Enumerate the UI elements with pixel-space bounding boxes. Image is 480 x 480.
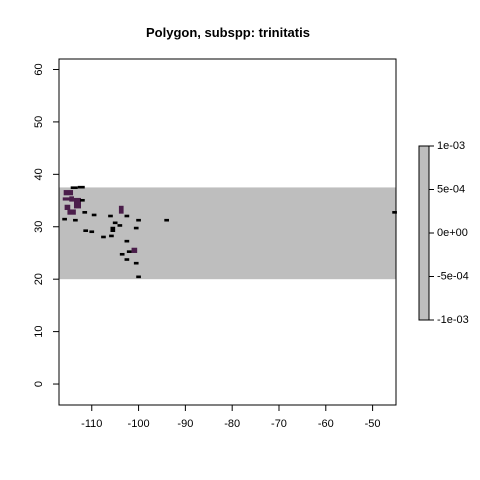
colorbar-tick-label: 0e+00: [437, 227, 468, 239]
occurrence-cell: [119, 252, 125, 256]
y-tick-label: 50: [33, 116, 45, 128]
x-axis: -110 -100 -90 -80 -70 -60 -50: [81, 405, 381, 430]
y-tick-label: 20: [33, 273, 45, 285]
occurrence-cell: [124, 239, 130, 243]
plot-area: [58, 58, 397, 406]
y-tick-label: 60: [33, 63, 45, 75]
colorbar-tick-label: -5e-04: [437, 270, 469, 282]
occurrence-cell: [82, 211, 88, 214]
occurrence-cell: [136, 275, 141, 279]
occurrence-cell: [124, 214, 130, 218]
x-tick-label: -80: [224, 418, 240, 430]
occurrence-cell: [131, 247, 138, 253]
y-tick-label: 10: [33, 325, 45, 337]
occurrence-cell: [64, 204, 71, 210]
occurrence-cell: [124, 258, 130, 261]
occurrence-cell: [126, 250, 132, 253]
occurrence-cell: [62, 217, 67, 221]
colorbar-tick-label: -1e-03: [437, 314, 469, 326]
extent-band: [59, 187, 396, 280]
occurrence-cell: [70, 186, 78, 190]
occurrence-cell: [133, 226, 139, 230]
occurrence-cell: [101, 235, 106, 239]
occurrence-cell: [62, 197, 70, 201]
x-tick-label: -60: [318, 418, 334, 430]
y-tick-label: 30: [33, 221, 45, 233]
occurrence-cell: [108, 214, 113, 218]
x-tick-label: -100: [128, 418, 150, 430]
y-axis: 0 10 20 30 40 50 60: [33, 63, 59, 387]
colorbar-tick-label: 5e-04: [437, 183, 465, 195]
x-tick-label: -90: [177, 418, 193, 430]
occurrence-cell: [67, 209, 76, 215]
occurrence-cell: [392, 211, 397, 214]
x-tick-label: -50: [365, 418, 381, 430]
occurrence-cell: [69, 196, 74, 202]
occurrence-cell: [136, 218, 141, 222]
occurrence-cell: [73, 197, 81, 209]
legend-colorbar: 1e-03 5e-04 0e+00 -5e-04 -1e-03: [418, 140, 469, 326]
occurrence-cell: [110, 226, 116, 232]
occurrence-cell: [63, 190, 74, 196]
occurrence-cell: [89, 230, 95, 234]
occurrence-cell: [164, 218, 169, 222]
plot-frame: [58, 58, 397, 406]
occurrence-cell: [83, 229, 89, 232]
colorbar-tick-label: 1e-03: [437, 140, 465, 152]
occurrence-cell: [133, 261, 139, 265]
x-tick-label: -70: [271, 418, 287, 430]
y-tick-label: 0: [33, 381, 45, 387]
occurrence-cell: [118, 205, 124, 214]
y-tick-label: 40: [33, 168, 45, 180]
occurrence-cell: [109, 234, 114, 238]
occurrence-cell: [77, 185, 85, 189]
occurrence-cell: [91, 213, 97, 217]
occurrence-cell: [80, 198, 85, 202]
occurrence-cell: [73, 218, 78, 222]
occurrence-cell: [117, 224, 123, 227]
occurrence-cell: [112, 221, 118, 225]
colorbar: [418, 145, 430, 321]
x-tick-label: -110: [81, 418, 102, 430]
chart-title: Polygon, subspp: trinitatis: [146, 25, 310, 40]
